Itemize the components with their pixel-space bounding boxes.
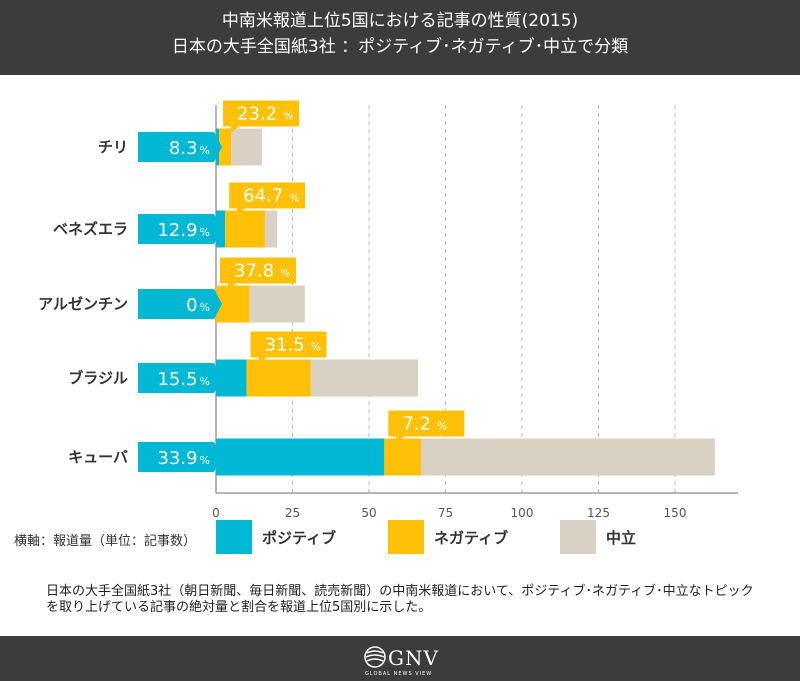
x-tick-label: 25 bbox=[285, 506, 300, 520]
chart-title: 中南米報道上位5国における記事の性質(2015) bbox=[221, 11, 579, 31]
category-label: ブラジル bbox=[68, 369, 128, 387]
category-label: アルゼンチン bbox=[38, 295, 128, 313]
bar-neutral bbox=[421, 438, 715, 476]
x-tick-label: 100 bbox=[511, 506, 534, 520]
negative-callout bbox=[388, 410, 465, 445]
bar-negative bbox=[225, 210, 265, 248]
header: 中南米報道上位5国における記事の性質(2015) 日本の大手全国紙3社 ：ポジテ… bbox=[0, 0, 800, 75]
negative-callout bbox=[229, 182, 306, 217]
positive-callout bbox=[138, 363, 222, 393]
legend-label-neutral: 中立 bbox=[606, 529, 637, 547]
legend-label-negative: ネガティブ bbox=[434, 529, 509, 547]
positive-pct-label: 8.3% bbox=[169, 138, 210, 159]
category-label: チリ bbox=[98, 138, 128, 156]
x-tick-label: 75 bbox=[438, 506, 453, 520]
bar-positive bbox=[216, 438, 385, 476]
bar-neutral bbox=[264, 210, 278, 248]
bar-negative bbox=[219, 128, 232, 166]
positive-callout bbox=[138, 289, 222, 319]
bar-neutral bbox=[249, 285, 305, 323]
bar-negative bbox=[384, 438, 422, 476]
negative-callout bbox=[223, 100, 300, 135]
legend-swatch-neutral bbox=[560, 520, 596, 554]
legend-label-positive: ポジティブ bbox=[262, 529, 337, 547]
bar-neutral bbox=[231, 128, 262, 166]
negative-pct-label: 7.2% bbox=[402, 414, 447, 435]
legend-swatch-negative bbox=[388, 520, 424, 554]
legend-swatch-positive bbox=[216, 520, 252, 554]
positive-callout bbox=[138, 132, 222, 162]
caption: 日本の大手全国紙3社（朝日新聞、毎日新聞、読売新聞）の中南米報道において、ポジテ… bbox=[46, 584, 754, 615]
positive-pct-label: 33.9% bbox=[157, 448, 210, 469]
x-tick-label: 50 bbox=[361, 506, 376, 520]
category-label: ベネズエラ bbox=[53, 220, 128, 238]
x-tick-label: 150 bbox=[664, 506, 687, 520]
positive-pct-label: 15.5% bbox=[157, 369, 210, 390]
logo-text: GNV bbox=[388, 646, 439, 670]
chart-subtitle: 日本の大手全国紙3社 ：ポジティブ･ネガティブ･中立で分類 bbox=[171, 37, 629, 57]
bar-negative bbox=[246, 359, 311, 397]
globe-logo-icon bbox=[364, 646, 386, 668]
positive-pct-label: 12.9% bbox=[157, 220, 210, 241]
x-tick-label: 0 bbox=[212, 506, 220, 520]
category-label: キューバ bbox=[68, 448, 128, 466]
negative-callout bbox=[220, 257, 296, 292]
axis-unit-note: 横軸：報道量（単位：記事数） bbox=[14, 534, 197, 549]
logo-subtext: GLOBAL NEWS VIEW bbox=[365, 671, 433, 677]
x-tick-label: 125 bbox=[587, 506, 610, 520]
positive-callout bbox=[138, 442, 222, 472]
footer bbox=[0, 636, 800, 681]
bar-neutral bbox=[310, 359, 418, 397]
positive-callout bbox=[138, 214, 222, 244]
negative-callout bbox=[250, 331, 327, 366]
